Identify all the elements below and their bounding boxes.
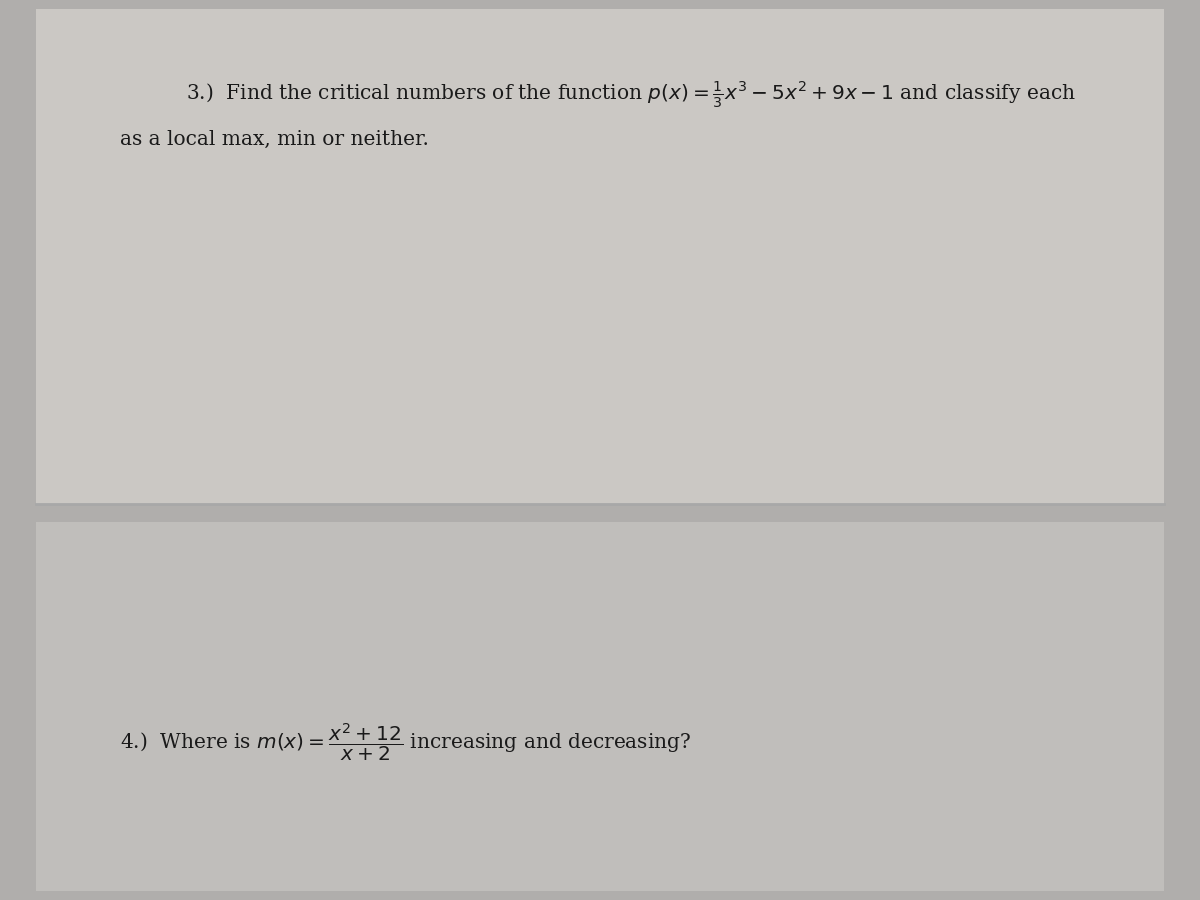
FancyBboxPatch shape [36, 9, 1164, 504]
Text: as a local max, min or neither.: as a local max, min or neither. [120, 130, 428, 149]
Text: 4.)  Where is $m(x) = \dfrac{x^2 + 12}{x + 2}$ increasing and decreasing?: 4.) Where is $m(x) = \dfrac{x^2 + 12}{x … [120, 722, 691, 763]
FancyBboxPatch shape [36, 522, 1164, 891]
Text: 3.)  Find the critical numbers of the function $p(x) = \frac{1}{3}x^3 - 5x^2 + 9: 3.) Find the critical numbers of the fun… [186, 79, 1076, 110]
